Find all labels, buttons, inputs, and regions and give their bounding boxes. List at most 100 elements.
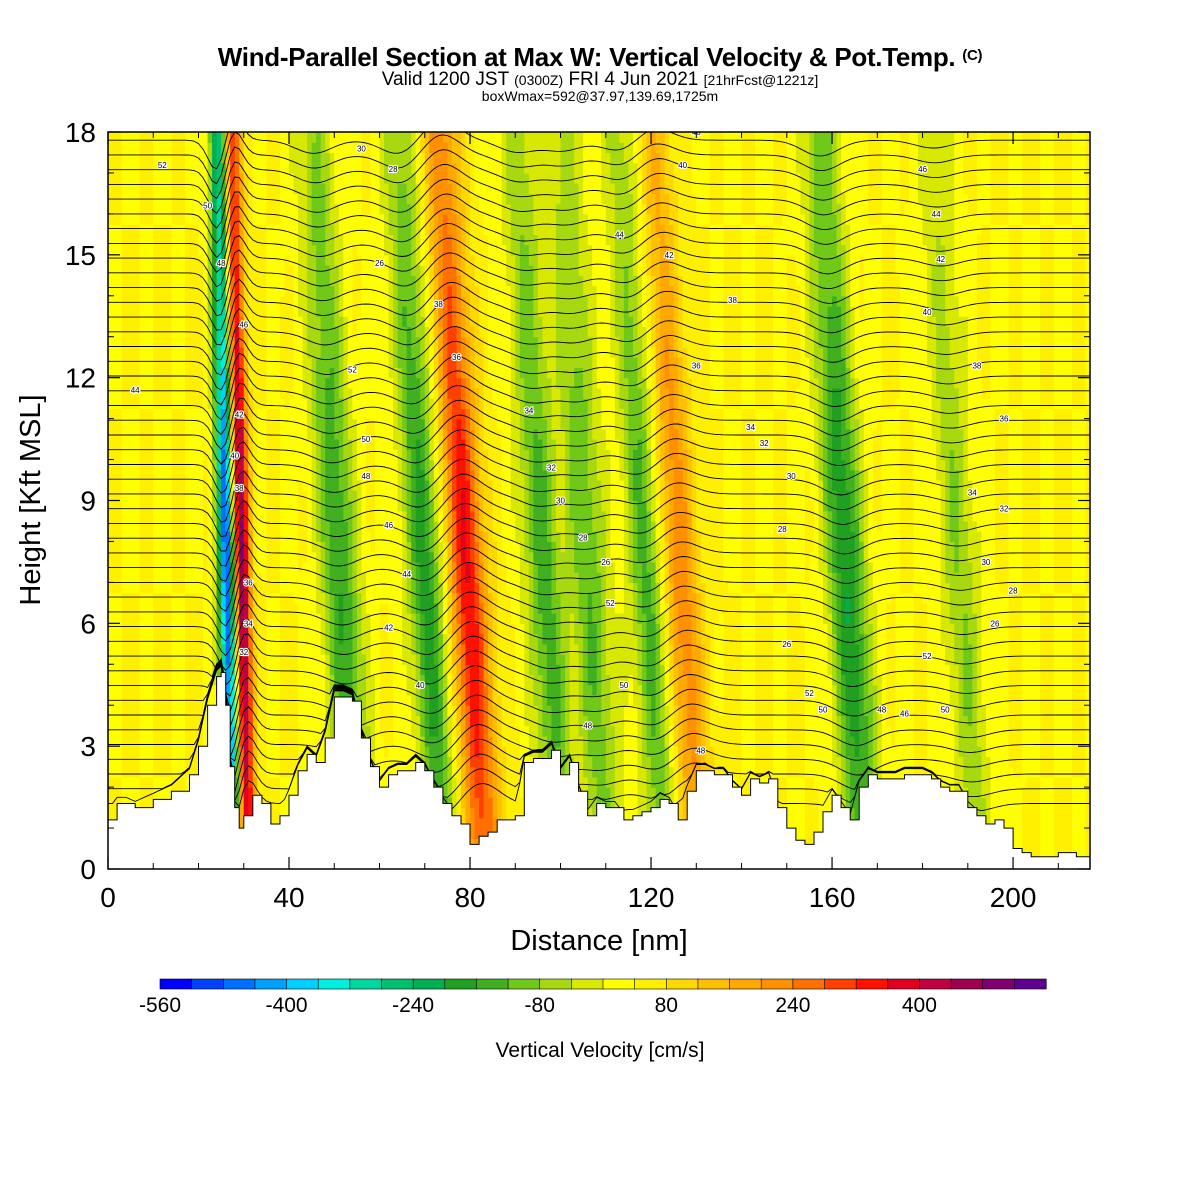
field-cell xyxy=(121,602,127,614)
field-cell xyxy=(153,572,159,583)
field-cell xyxy=(193,387,200,399)
field-cell xyxy=(243,602,249,614)
field-cell xyxy=(117,654,123,665)
field-cell xyxy=(415,674,421,686)
field-cell xyxy=(207,531,213,543)
field-cell xyxy=(375,172,381,184)
field-cell xyxy=(216,510,222,522)
field-cell xyxy=(198,254,204,266)
field-cell xyxy=(198,275,204,287)
field-cell xyxy=(234,684,240,696)
field-cell xyxy=(153,275,159,287)
field-cell xyxy=(289,275,295,287)
field-cell xyxy=(411,561,417,573)
field-cell xyxy=(316,715,322,727)
field-cell xyxy=(189,766,195,778)
field-cell xyxy=(406,735,412,747)
field-cell xyxy=(325,531,331,543)
field-cell xyxy=(157,602,163,614)
field-cell xyxy=(320,449,326,461)
field-cell xyxy=(225,408,231,420)
field-cell xyxy=(311,746,317,758)
field-cell xyxy=(370,633,376,645)
field-cell xyxy=(166,316,172,328)
field-cell xyxy=(284,213,290,225)
field-cell xyxy=(184,418,191,430)
field-cell xyxy=(135,469,141,481)
field-cell xyxy=(302,346,308,358)
field-cell xyxy=(298,367,304,379)
field-cell xyxy=(302,377,308,389)
field-cell xyxy=(239,746,245,758)
field-cell xyxy=(293,449,299,461)
field-cell xyxy=(302,387,308,399)
field-cell xyxy=(225,326,231,338)
field-cell xyxy=(279,265,286,276)
field-cell xyxy=(402,633,408,645)
field-cell xyxy=(171,357,177,369)
field-cell xyxy=(275,275,281,287)
field-cell xyxy=(388,193,394,205)
field-cell xyxy=(112,142,118,154)
field-cell xyxy=(293,674,299,686)
field-cell xyxy=(325,602,331,614)
field-cell xyxy=(334,316,340,328)
field-cell xyxy=(325,377,331,389)
field-cell xyxy=(325,674,331,686)
field-cell xyxy=(153,592,159,604)
field-cell xyxy=(221,183,227,195)
field-cell xyxy=(239,316,245,328)
field-cell xyxy=(338,326,344,338)
field-cell xyxy=(393,500,399,512)
field-cell xyxy=(302,684,308,696)
field-cell xyxy=(393,244,399,256)
field-cell xyxy=(384,613,390,624)
field-cell xyxy=(184,408,191,420)
field-cell xyxy=(289,746,295,758)
field-cell xyxy=(121,316,127,328)
field-cell xyxy=(112,387,118,399)
field-cell xyxy=(212,213,218,225)
field-cell xyxy=(311,439,317,450)
field-cell xyxy=(225,541,231,553)
field-cell xyxy=(361,295,367,307)
field-cell xyxy=(117,306,123,317)
field-cell xyxy=(212,408,218,420)
field-cell xyxy=(162,316,168,328)
field-cell xyxy=(275,592,281,604)
field-cell xyxy=(266,203,272,215)
field-cell xyxy=(248,725,254,737)
field-cell xyxy=(166,776,172,788)
field-cell xyxy=(352,623,358,635)
field-cell xyxy=(112,357,118,369)
field-cell xyxy=(388,367,394,379)
field-cell xyxy=(316,408,322,420)
field-cell xyxy=(411,428,417,440)
field-cell xyxy=(311,705,317,717)
field-cell xyxy=(230,643,236,655)
field-cell xyxy=(171,183,177,195)
field-cell xyxy=(239,510,245,522)
field-cell xyxy=(234,582,240,594)
field-cell xyxy=(126,469,132,481)
field-cell xyxy=(279,572,286,583)
field-cell xyxy=(275,132,281,143)
field-cell xyxy=(379,756,385,768)
field-cell xyxy=(379,224,385,235)
field-cell xyxy=(379,285,385,297)
field-cell xyxy=(171,510,177,522)
field-cell xyxy=(302,654,308,665)
field-cell xyxy=(266,654,272,665)
field-cell xyxy=(171,408,177,420)
field-cell xyxy=(117,213,123,225)
field-cell xyxy=(302,459,308,471)
field-cell xyxy=(148,275,154,287)
field-cell xyxy=(334,490,340,502)
field-cell xyxy=(193,725,200,737)
field-cell xyxy=(171,387,177,399)
field-cell xyxy=(252,326,258,338)
field-cell xyxy=(270,203,277,215)
field-cell xyxy=(239,654,245,665)
field-cell xyxy=(184,623,191,635)
field-cell xyxy=(108,613,114,624)
